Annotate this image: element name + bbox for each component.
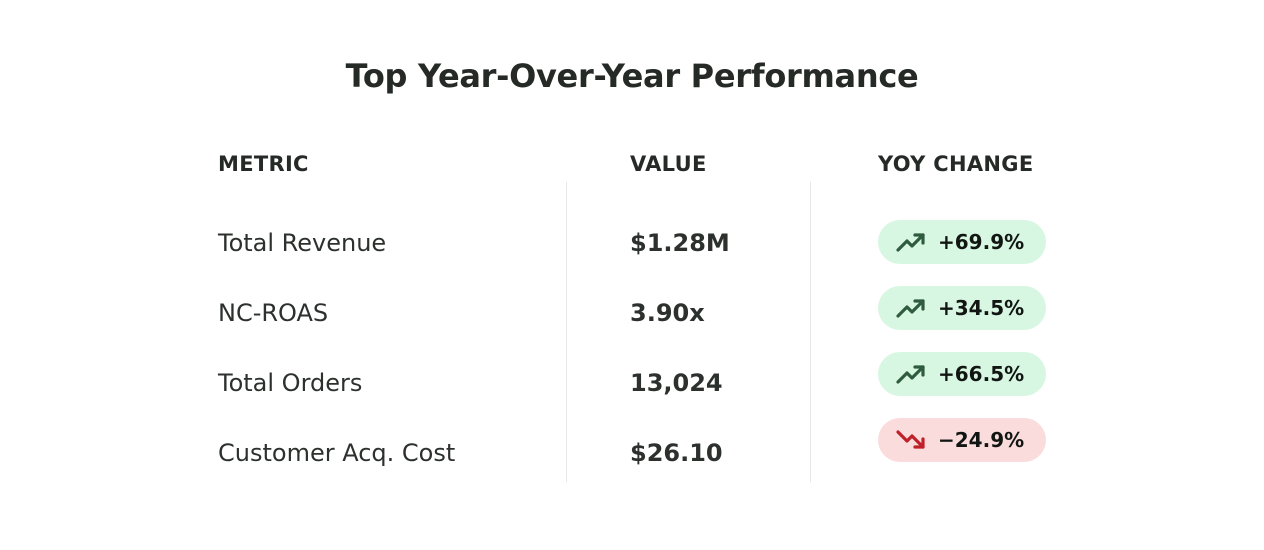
metric-label: Total Orders bbox=[218, 369, 363, 397]
metric-label: NC-ROAS bbox=[218, 299, 329, 327]
column-header-yoy-change: YOY CHANGE bbox=[878, 152, 1034, 176]
trending-up-icon bbox=[896, 299, 925, 318]
trending-up-icon bbox=[896, 233, 925, 252]
yoy-change-value: +69.9% bbox=[938, 230, 1025, 254]
metric-value: 3.90x bbox=[630, 299, 705, 327]
yoy-change-value: +66.5% bbox=[938, 362, 1025, 386]
trending-down-icon bbox=[896, 430, 925, 449]
yoy-change-badge: +34.5% bbox=[878, 286, 1046, 330]
column-header-metric: METRIC bbox=[218, 152, 309, 176]
yoy-change-value: −24.9% bbox=[938, 428, 1025, 452]
column-divider bbox=[566, 182, 567, 482]
trending-up-icon bbox=[896, 365, 925, 384]
yoy-change-value: +34.5% bbox=[938, 296, 1025, 320]
column-header-value: VALUE bbox=[630, 152, 707, 176]
yoy-change-badge: +66.5% bbox=[878, 352, 1046, 396]
yoy-change-badge: +69.9% bbox=[878, 220, 1046, 264]
metric-value: $26.10 bbox=[630, 439, 723, 467]
metric-value: 13,024 bbox=[630, 369, 723, 397]
metric-label: Customer Acq. Cost bbox=[218, 439, 456, 467]
metric-label: Total Revenue bbox=[218, 229, 387, 257]
column-divider bbox=[810, 182, 811, 482]
page-title: Top Year-Over-Year Performance bbox=[345, 57, 919, 95]
yoy-change-badge: −24.9% bbox=[878, 418, 1046, 462]
metric-value: $1.28M bbox=[630, 229, 730, 257]
